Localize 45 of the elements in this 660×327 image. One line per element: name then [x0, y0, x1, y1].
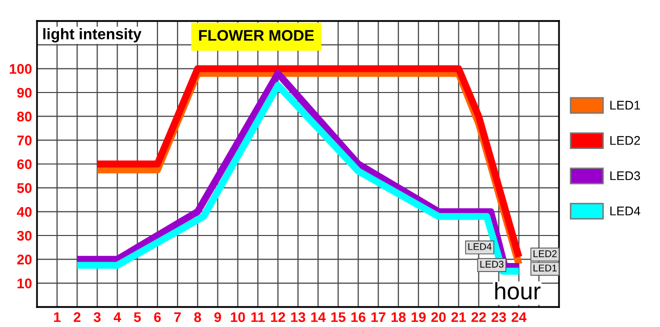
- legend-label: LED1: [610, 100, 640, 110]
- x-tick-label: 5: [134, 312, 141, 322]
- x-tick-label: 9: [214, 312, 222, 322]
- y-tick-label: 70: [17, 136, 32, 146]
- chart-title: FLOWER MODE: [199, 30, 314, 41]
- x-tick-label: 2: [74, 312, 80, 322]
- x-tick-label: 10: [230, 312, 245, 322]
- y-tick-label: 10: [18, 278, 32, 288]
- x-tick-label: 13: [291, 312, 306, 322]
- x-tick-label: 21: [451, 312, 466, 322]
- x-tick-label: 23: [492, 312, 506, 322]
- x-tick-label: 20: [431, 312, 446, 322]
- x-tick-label: 12: [271, 312, 286, 322]
- x-tick-label: 17: [371, 312, 386, 322]
- x-tick-label: 22: [471, 312, 486, 322]
- legend-label: LED2: [610, 136, 640, 145]
- x-tick-label: 1: [54, 312, 61, 322]
- x-tick-label: 19: [412, 312, 426, 322]
- y-tick-label: 100: [10, 64, 32, 74]
- annotation: LED4: [468, 243, 492, 250]
- x-tick-label: 14: [311, 312, 326, 322]
- x-tick-label: 24: [512, 312, 526, 322]
- x-tick-label: 6: [154, 312, 161, 322]
- annotation: LED2: [534, 250, 557, 258]
- y-tick-label: 40: [16, 207, 32, 217]
- annotation: LED1: [534, 264, 557, 272]
- y-axis-title: light intensity: [43, 28, 142, 42]
- x-tick-label: 18: [392, 312, 406, 322]
- y-tick-label: 80: [17, 112, 32, 122]
- y-tick-label: 60: [17, 159, 32, 170]
- annotation: LED3: [480, 260, 504, 268]
- x-tick-label: 7: [174, 312, 181, 322]
- y-tick-label: 50: [17, 183, 32, 194]
- x-tick-label: 4: [114, 312, 122, 322]
- y-tick-label: 20: [17, 254, 32, 265]
- legend-label: LED3: [610, 171, 640, 180]
- x-tick-label: 15: [331, 312, 346, 322]
- y-tick-label: 30: [17, 230, 32, 241]
- legend-label: LED4: [610, 206, 640, 216]
- x-tick-label: 16: [351, 312, 366, 322]
- y-tick-label: 90: [17, 88, 32, 98]
- x-tick-label: 11: [251, 312, 265, 322]
- x-tick-label: 8: [194, 312, 202, 322]
- x-axis-title: hour: [495, 282, 540, 300]
- x-tick-label: 3: [94, 312, 101, 322]
